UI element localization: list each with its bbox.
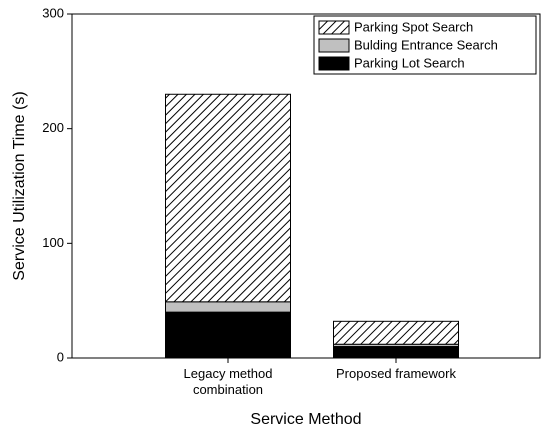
y-axis-label: Service Utilization Time (s) <box>11 91 28 280</box>
y-tick-label: 100 <box>42 235 64 250</box>
plot-frame <box>71 13 541 359</box>
x-tick-label: Legacy method combination <box>183 366 273 397</box>
x-tick-label-box: Legacy method combination <box>183 366 273 397</box>
bar-segment <box>165 93 291 303</box>
legend-label: Parking Lot Search <box>354 55 465 70</box>
legend-box <box>313 15 537 75</box>
y-tick-label: 200 <box>42 120 64 135</box>
bar-segment <box>333 346 459 359</box>
bar-segment <box>165 311 291 359</box>
x-tick-label-box: Proposed framework <box>336 366 456 381</box>
legend-label: Bulding Entrance Search <box>354 37 498 52</box>
legend-swatch <box>318 20 350 35</box>
y-tick-label: 0 <box>57 349 64 364</box>
legend-label: Parking Spot Search <box>354 19 473 34</box>
bar-segment <box>165 301 291 313</box>
x-tick-label: Proposed framework <box>336 366 456 381</box>
x-axis-label: Service Method <box>250 411 361 428</box>
bar-segment <box>333 320 459 345</box>
legend-swatch <box>318 38 350 53</box>
y-tick-label: 300 <box>42 5 64 20</box>
legend-swatch <box>318 56 350 71</box>
